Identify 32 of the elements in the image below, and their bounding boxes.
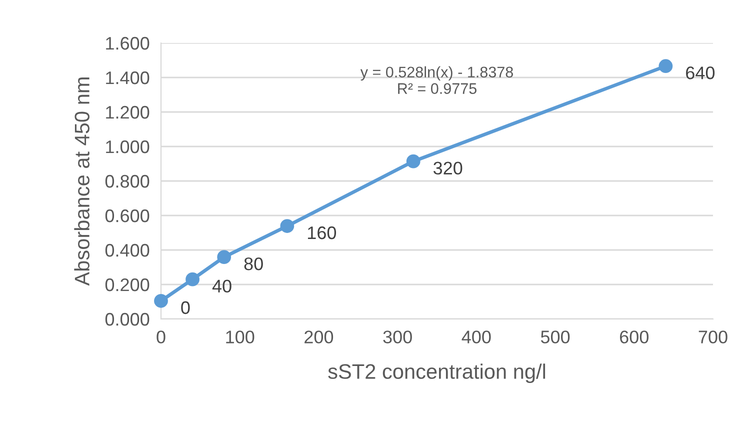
y-tick-label: 0.600 [105, 209, 150, 222]
y-tick-label: 1.200 [106, 106, 150, 119]
annotation: 80 [244, 257, 263, 270]
point [217, 250, 232, 264]
x-tick-label: 600 [620, 330, 648, 344]
annotation: y = 0.528ln(x) - 1.8378 R² = 0.9775 [360, 66, 513, 94]
x-tick-label: 500 [540, 330, 570, 344]
x-tick-label: 200 [304, 330, 334, 344]
y-tick-label: 1.000 [106, 140, 150, 154]
annotation: 640 [686, 66, 715, 80]
point [658, 59, 673, 74]
y-tick-label: 1.600 [106, 36, 150, 50]
y-tick-label: 0.200 [105, 278, 150, 292]
x-tick-label: 400 [462, 330, 491, 344]
point [154, 294, 168, 308]
annotation: 160 [308, 226, 336, 240]
y-tick-label: 0.800 [105, 174, 150, 188]
point [280, 219, 294, 233]
annotation: 40 [212, 280, 232, 293]
y-tick-label: 0.000 [105, 312, 150, 326]
y-axis-title: Absorbance at 450 nm [74, 78, 90, 286]
y-tick-label: 1.400 [106, 71, 150, 84]
x-tick-label: 700 [698, 330, 728, 344]
x-axis-title: sST2 concentration ng/l [328, 364, 546, 384]
point [406, 154, 420, 168]
x-tick-label: 100 [226, 330, 254, 344]
x-tick-label: 0 [156, 330, 166, 344]
annotation: 0 [181, 301, 190, 314]
x-tick-label: 300 [383, 330, 412, 344]
y-tick-label: 0.400 [105, 244, 150, 257]
point [186, 272, 200, 286]
annotation: 320 [433, 162, 462, 175]
